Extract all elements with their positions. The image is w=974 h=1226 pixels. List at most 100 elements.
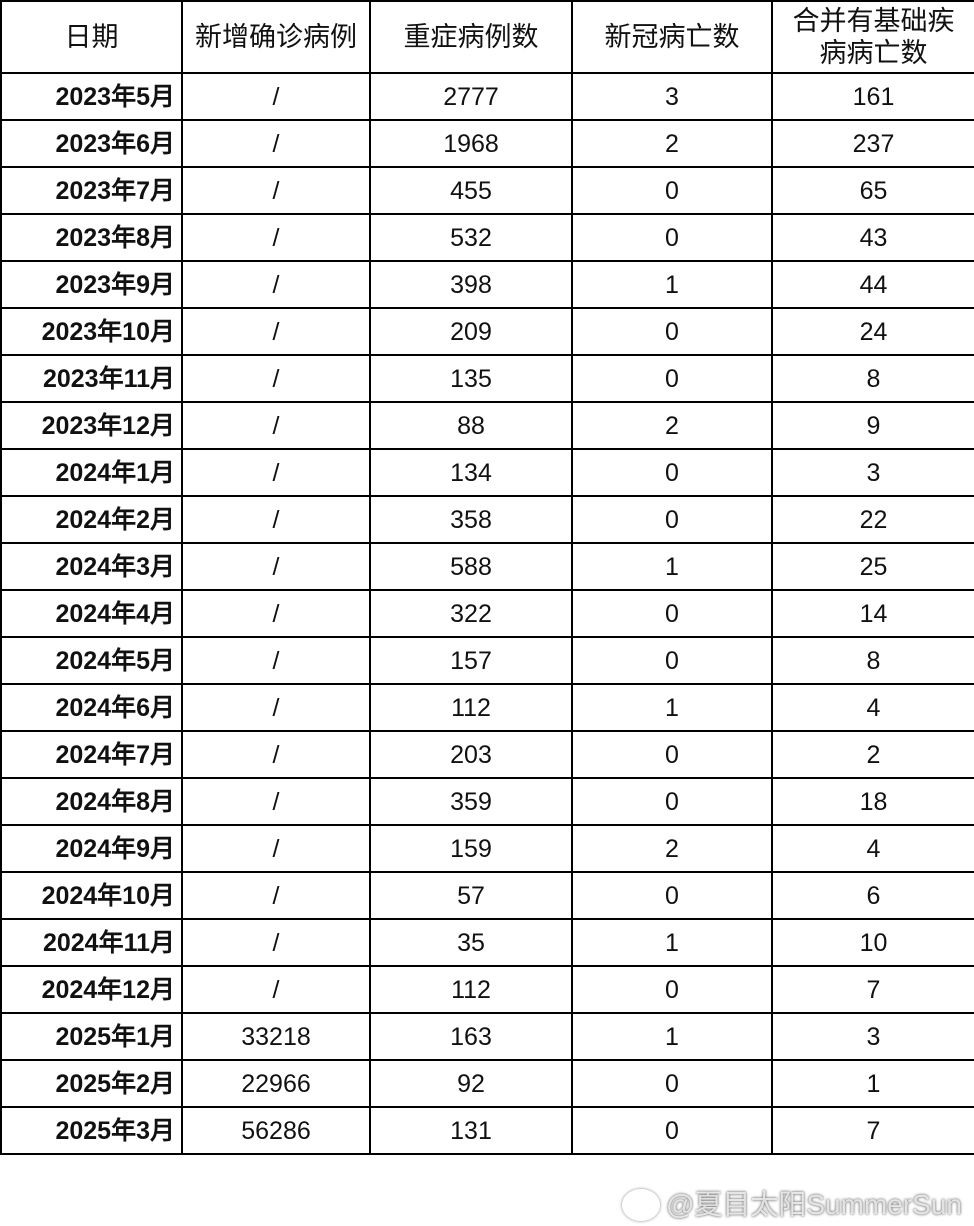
- table-row: 2023年9月/398 1 44: [0, 260, 974, 309]
- table-row: 2025年1月 33218 163 1 3: [0, 1012, 974, 1061]
- cell-date: 2024年12月: [0, 965, 183, 1014]
- table-row: 2024年3月/588 1 25: [0, 542, 974, 591]
- header-comorbidity-deaths: 合并有基础疾 病病亡数: [771, 0, 974, 74]
- cell-new-confirmed: /: [181, 542, 371, 591]
- cell-covid-deaths: 0: [571, 307, 773, 356]
- cell-comorbidity-deaths: 25: [771, 542, 974, 591]
- data-table: 日期 新增确诊病例 重症病例数 新冠病亡数 合并有基础疾 病病亡数 2023年5…: [0, 0, 974, 1155]
- cell-severe: 88: [369, 401, 573, 450]
- cell-new-confirmed: /: [181, 166, 371, 215]
- table-row: 2023年12月/88 2 9: [0, 401, 974, 450]
- weibo-logo-icon: [621, 1189, 660, 1221]
- cell-comorbidity-deaths: 9: [771, 401, 974, 450]
- table-row: 2024年2月/358 0 22: [0, 495, 974, 544]
- cell-covid-deaths: 1: [571, 260, 773, 309]
- cell-date: 2024年1月: [0, 448, 183, 497]
- cell-severe: 209: [369, 307, 573, 356]
- cell-new-confirmed: /: [181, 260, 371, 309]
- cell-new-confirmed: /: [181, 448, 371, 497]
- cell-comorbidity-deaths: 4: [771, 824, 974, 873]
- cell-severe: 455: [369, 166, 573, 215]
- cell-comorbidity-deaths: 6: [771, 871, 974, 920]
- cell-date: 2023年7月: [0, 166, 183, 215]
- cell-covid-deaths: 0: [571, 636, 773, 685]
- table-row: 2024年6月/112 1 4: [0, 683, 974, 732]
- cell-severe: 35: [369, 918, 573, 967]
- cell-severe: 157: [369, 636, 573, 685]
- table-row: 2025年2月 22966 92 0 1: [0, 1059, 974, 1108]
- cell-date: 2025年1月: [0, 1012, 183, 1061]
- watermark: @夏目太阳SummerSun: [621, 1188, 962, 1222]
- table-row: 2025年3月 56286 131 0 7: [0, 1106, 974, 1155]
- cell-covid-deaths: 1: [571, 542, 773, 591]
- cell-new-confirmed: /: [181, 777, 371, 826]
- header-covid-deaths: 新冠病亡数: [571, 0, 773, 74]
- cell-comorbidity-deaths: 18: [771, 777, 974, 826]
- cell-date: 2024年2月: [0, 495, 183, 544]
- cell-covid-deaths: 1: [571, 918, 773, 967]
- cell-covid-deaths: 0: [571, 1106, 773, 1155]
- cell-comorbidity-deaths: 1: [771, 1059, 974, 1108]
- cell-comorbidity-deaths: 10: [771, 918, 974, 967]
- cell-new-confirmed: 33218: [181, 1012, 371, 1061]
- cell-new-confirmed: 22966: [181, 1059, 371, 1108]
- cell-comorbidity-deaths: 43: [771, 213, 974, 262]
- cell-severe: 358: [369, 495, 573, 544]
- table-row: 2023年11月/135 0 8: [0, 354, 974, 403]
- cell-new-confirmed: /: [181, 307, 371, 356]
- cell-covid-deaths: 0: [571, 354, 773, 403]
- cell-comorbidity-deaths: 3: [771, 1012, 974, 1061]
- cell-new-confirmed: /: [181, 589, 371, 638]
- table-row: 2023年7月/455 0 65: [0, 166, 974, 215]
- cell-date: 2023年12月: [0, 401, 183, 450]
- cell-severe: 2777: [369, 72, 573, 121]
- cell-comorbidity-deaths: 7: [771, 1106, 974, 1155]
- header-line: 合并有基础疾: [792, 6, 955, 36]
- table-row: 2024年12月/112 0 7: [0, 965, 974, 1014]
- cell-severe: 359: [369, 777, 573, 826]
- cell-covid-deaths: 0: [571, 213, 773, 262]
- cell-severe: 163: [369, 1012, 573, 1061]
- header-row: 日期 新增确诊病例 重症病例数 新冠病亡数 合并有基础疾 病病亡数: [0, 0, 974, 74]
- cell-comorbidity-deaths: 24: [771, 307, 974, 356]
- cell-comorbidity-deaths: 14: [771, 589, 974, 638]
- cell-severe: 588: [369, 542, 573, 591]
- cell-new-confirmed: /: [181, 354, 371, 403]
- cell-comorbidity-deaths: 2: [771, 730, 974, 779]
- cell-new-confirmed: /: [181, 72, 371, 121]
- cell-covid-deaths: 2: [571, 119, 773, 168]
- cell-severe: 134: [369, 448, 573, 497]
- cell-comorbidity-deaths: 7: [771, 965, 974, 1014]
- cell-covid-deaths: 0: [571, 871, 773, 920]
- cell-date: 2024年5月: [0, 636, 183, 685]
- cell-covid-deaths: 0: [571, 495, 773, 544]
- cell-date: 2023年10月: [0, 307, 183, 356]
- cell-new-confirmed: 56286: [181, 1106, 371, 1155]
- header-line: 病病亡数: [819, 38, 928, 68]
- cell-date: 2024年8月: [0, 777, 183, 826]
- table-row: 2024年4月/322 0 14: [0, 589, 974, 638]
- cell-new-confirmed: /: [181, 495, 371, 544]
- cell-date: 2024年6月: [0, 683, 183, 732]
- cell-severe: 398: [369, 260, 573, 309]
- cell-covid-deaths: 2: [571, 824, 773, 873]
- cell-severe: 1968: [369, 119, 573, 168]
- table-row: 2023年10月/209 0 24: [0, 307, 974, 356]
- cell-date: 2024年4月: [0, 589, 183, 638]
- cell-severe: 532: [369, 213, 573, 262]
- cell-covid-deaths: 0: [571, 777, 773, 826]
- table-row: 2023年5月/2777 3 161: [0, 72, 974, 121]
- cell-date: 2024年10月: [0, 871, 183, 920]
- cell-covid-deaths: 0: [571, 448, 773, 497]
- cell-covid-deaths: 2: [571, 401, 773, 450]
- cell-date: 2024年7月: [0, 730, 183, 779]
- cell-severe: 322: [369, 589, 573, 638]
- cell-covid-deaths: 1: [571, 683, 773, 732]
- cell-covid-deaths: 3: [571, 72, 773, 121]
- header-severe: 重症病例数: [369, 0, 573, 74]
- cell-severe: 92: [369, 1059, 573, 1108]
- cell-new-confirmed: /: [181, 824, 371, 873]
- table-row: 2024年1月/134 0 3: [0, 448, 974, 497]
- cell-date: 2024年3月: [0, 542, 183, 591]
- cell-date: 2023年9月: [0, 260, 183, 309]
